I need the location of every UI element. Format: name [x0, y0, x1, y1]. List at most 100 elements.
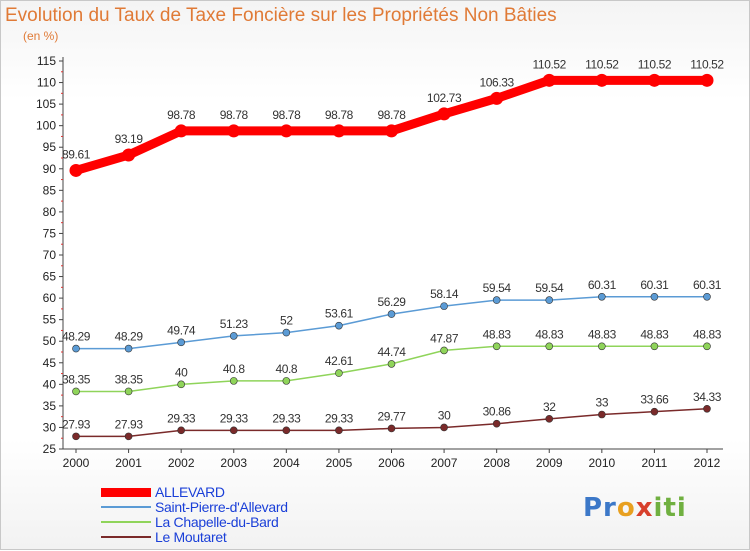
legend-label: Saint-Pierre-d'Allevard [155, 499, 288, 515]
y-tick-label: 25 [43, 442, 57, 456]
data-point [545, 342, 554, 351]
data-label: 98.78 [272, 108, 301, 122]
x-tick-label: 2004 [273, 456, 300, 470]
data-label: 40.8 [275, 362, 297, 376]
legend-swatch [101, 506, 151, 508]
data-point [177, 338, 185, 347]
data-label: 93.19 [115, 132, 144, 146]
data-point [650, 407, 659, 416]
data-point [440, 302, 448, 310]
data-point [650, 342, 659, 351]
data-label: 27.93 [62, 417, 91, 431]
x-tick-label: 2003 [220, 456, 247, 470]
data-point [229, 377, 238, 385]
data-point [542, 73, 556, 87]
data-label: 98.78 [220, 108, 249, 122]
data-point [72, 387, 80, 396]
data-point [177, 426, 185, 435]
x-tick-label: 2011 [642, 456, 668, 470]
data-label: 60.31 [640, 278, 669, 292]
data-point [703, 404, 711, 413]
data-point [279, 124, 293, 138]
data-point [703, 342, 711, 351]
y-tick-label: 35 [43, 399, 57, 413]
x-tick-label: 2002 [168, 456, 195, 470]
data-label: 56.29 [377, 295, 406, 309]
data-point [335, 426, 343, 435]
data-label: 34.33 [693, 390, 722, 404]
data-point [385, 124, 398, 138]
data-label: 40 [175, 365, 188, 379]
y-tick-label: 70 [43, 248, 57, 262]
x-tick-label: 2006 [378, 456, 405, 470]
x-tick-label: 2005 [326, 456, 353, 470]
data-label: 29.33 [272, 411, 301, 425]
y-tick-label: 90 [43, 162, 57, 176]
data-point [282, 426, 291, 435]
data-point [282, 328, 291, 337]
data-point [335, 369, 343, 377]
y-tick-label: 40 [43, 377, 57, 391]
data-label: 48.29 [62, 330, 91, 344]
data-point [545, 296, 554, 304]
y-tick-label: 50 [43, 334, 57, 348]
y-tick-label: 95 [43, 140, 57, 154]
data-point [647, 73, 661, 87]
legend-swatch [101, 521, 151, 523]
data-point [229, 332, 238, 340]
data-label: 44.74 [377, 345, 406, 359]
x-tick-label: 2010 [588, 456, 615, 470]
data-point [387, 424, 396, 433]
data-label: 30 [438, 408, 451, 422]
data-point [69, 163, 83, 177]
y-tick-label: 85 [43, 183, 57, 197]
data-label: 58.14 [430, 287, 459, 301]
data-label: 32 [543, 400, 556, 414]
data-label: 98.78 [377, 108, 406, 122]
y-tick-label: 75 [43, 226, 57, 240]
data-label: 89.61 [62, 147, 91, 161]
y-tick-label: 115 [37, 54, 56, 68]
data-label: 60.31 [693, 278, 722, 292]
legend-label: La Chapelle-du-Bard [155, 514, 279, 530]
data-label: 102.73 [427, 91, 462, 105]
data-label: 60.31 [588, 278, 617, 292]
data-label: 51.23 [220, 317, 249, 331]
data-point [492, 342, 501, 351]
data-point [335, 321, 343, 330]
data-point [545, 415, 554, 423]
x-tick-label: 2009 [536, 456, 563, 470]
legend-swatch [101, 536, 151, 538]
x-tick-label: 2001 [115, 456, 142, 470]
data-point [332, 124, 346, 138]
data-label: 48.83 [483, 327, 512, 341]
data-point [440, 346, 448, 355]
data-label: 98.78 [325, 108, 354, 122]
x-tick-label: 2008 [483, 456, 510, 470]
data-label: 48.83 [693, 327, 722, 341]
y-tick-label: 30 [43, 420, 57, 434]
x-tick-label: 2007 [431, 456, 458, 470]
data-label: 106.33 [480, 75, 515, 89]
y-tick-label: 55 [43, 313, 57, 327]
y-tick-label: 45 [43, 356, 57, 370]
data-label: 59.54 [535, 281, 564, 295]
y-tick-label: 110 [37, 76, 56, 90]
data-point [492, 419, 501, 428]
data-point [437, 107, 451, 121]
data-point [124, 344, 133, 353]
y-tick-label: 100 [36, 119, 56, 133]
data-label: 29.77 [377, 409, 406, 423]
data-point [177, 380, 185, 389]
data-label: 52 [280, 314, 293, 328]
data-point [174, 124, 188, 138]
data-point [227, 124, 241, 138]
data-label: 48.83 [535, 327, 564, 341]
data-label: 40.8 [223, 362, 245, 376]
data-point [595, 73, 609, 87]
data-label: 48.29 [115, 330, 144, 344]
data-label: 49.74 [167, 323, 196, 337]
data-label: 110.52 [585, 57, 619, 71]
